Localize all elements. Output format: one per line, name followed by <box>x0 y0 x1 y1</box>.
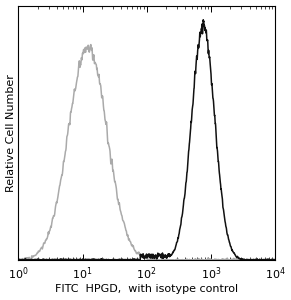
Y-axis label: Relative Cell Number: Relative Cell Number <box>6 74 15 192</box>
X-axis label: FITC  HPGD,  with isotype control: FITC HPGD, with isotype control <box>55 284 238 294</box>
